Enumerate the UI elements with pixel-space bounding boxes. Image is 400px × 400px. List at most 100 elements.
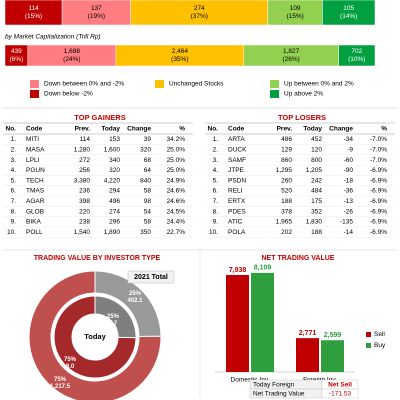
table-cell: 24.4% <box>167 219 186 226</box>
table-cell: -6.9% <box>370 188 387 195</box>
table-cell: -60 <box>344 157 354 164</box>
table-cell: -34 <box>344 136 354 143</box>
table-cell: 320 <box>109 167 120 174</box>
table-cell: ARTA <box>228 136 245 143</box>
table-cell: 10. <box>7 229 16 236</box>
table-cell: -36 <box>344 188 354 195</box>
segment-value: 439 <box>11 48 22 55</box>
table-cell: 352 <box>311 208 322 215</box>
summary-label: Net Trading Value <box>253 390 305 397</box>
table-cell: GLOB <box>26 208 44 215</box>
legend-label: Up between 0% and 2% <box>284 81 354 88</box>
segment-value: 137 <box>91 5 102 12</box>
column-header: No. <box>208 126 219 133</box>
table-cell: -7.0% <box>370 136 387 143</box>
table-cell: AGAR <box>26 198 45 205</box>
column-header: % <box>381 126 387 133</box>
table-cell: 272 <box>79 157 90 164</box>
table-cell: BIKA <box>26 219 41 226</box>
table-cell: LPLI <box>26 157 40 164</box>
bar <box>296 338 319 372</box>
segment-value: 402.1 <box>127 298 143 304</box>
segment-value: 8.0 <box>66 364 75 370</box>
table-cell: -6.9% <box>370 167 387 174</box>
segment-value: 2.7 <box>109 321 118 327</box>
table-cell: 7. <box>11 198 17 205</box>
segment-share: (15%) <box>25 13 42 20</box>
table-cell: -9 <box>347 147 353 154</box>
table-cell: -6.9% <box>370 177 387 184</box>
table-cell: 22.7% <box>167 229 186 236</box>
table-cell: 39 <box>144 136 152 143</box>
column-header: Change <box>127 126 151 133</box>
stack-segment <box>322 0 376 26</box>
segment-share: (10%) <box>348 56 365 63</box>
segment-value: 105 <box>343 5 354 12</box>
table-cell: 188 <box>281 198 292 205</box>
table-cell: SAMF <box>228 157 246 164</box>
segment-share: (37%) <box>191 13 208 20</box>
segment-share: (19%) <box>88 13 105 20</box>
bar-value-label: 7,938 <box>229 267 247 274</box>
summary-value: -171.53 <box>329 390 351 397</box>
table-cell: 1,540 <box>74 229 91 236</box>
legend-swatch <box>366 332 371 337</box>
segment-value: 1,827 <box>283 48 300 55</box>
table-cell: 1. <box>213 136 219 143</box>
table-cell: 496 <box>109 198 120 205</box>
table-cell: 25.0% <box>167 167 186 174</box>
table-cell: 58 <box>144 219 152 226</box>
donut-segment <box>28 270 162 400</box>
table-cell: MITI <box>26 136 39 143</box>
bar-value-label: 2,599 <box>324 332 342 339</box>
table-cell: 5. <box>213 177 219 184</box>
table-cell: -135 <box>340 219 353 226</box>
table-cell: 6. <box>213 188 219 195</box>
segment-share: 25% <box>129 291 142 297</box>
bar-value-label: 8,109 <box>254 265 272 272</box>
segment-value: 1,217.5 <box>50 384 71 390</box>
table-cell: 486 <box>281 136 292 143</box>
table-title: TOP LOSERS <box>278 113 326 122</box>
ring-name-box <box>127 270 175 284</box>
table-cell: -7.0% <box>370 147 387 154</box>
column-header: Change <box>329 126 353 133</box>
table-cell: RELI <box>228 188 243 195</box>
table-cell: 64 <box>144 167 152 174</box>
table-cell: 800 <box>311 157 322 164</box>
column-header: Code <box>228 126 245 133</box>
segment-value: 114 <box>28 5 39 12</box>
table-cell: 378 <box>281 208 292 215</box>
table-cell: 2. <box>11 147 17 154</box>
table-cell: 10. <box>209 229 218 236</box>
table-cell: ATIC <box>228 219 243 226</box>
table-cell: 1,965 <box>276 219 293 226</box>
table-cell: 114 <box>80 136 91 143</box>
segment-share: 75% <box>64 357 77 363</box>
table-cell: 1,280 <box>74 147 91 154</box>
segment-share: (35%) <box>171 56 188 63</box>
table-cell: TECH <box>26 177 44 184</box>
segment-share: (26%) <box>282 56 299 63</box>
table-cell: 242 <box>311 177 322 184</box>
table-cell: PDES <box>228 208 246 215</box>
table-cell: 9. <box>11 219 17 226</box>
bar <box>321 340 344 372</box>
table-cell: 260 <box>281 177 292 184</box>
table-cell: 520 <box>281 188 292 195</box>
table-cell: -6.9% <box>370 219 387 226</box>
legend-label: Down between 0% and -2% <box>44 81 124 88</box>
table-cell: 350 <box>140 229 151 236</box>
legend-label: Sell <box>374 331 385 338</box>
column-header: No. <box>6 126 17 133</box>
table-cell: -26 <box>344 208 354 215</box>
legend-swatch <box>270 80 279 88</box>
segment-value: 2,464 <box>172 48 189 55</box>
table-cell: 274 <box>109 208 120 215</box>
table-cell: 340 <box>109 157 120 164</box>
table-cell: -7.0% <box>370 157 387 164</box>
segment-share: (14%) <box>340 13 357 20</box>
table-title: TOP GAINERS <box>74 113 125 122</box>
